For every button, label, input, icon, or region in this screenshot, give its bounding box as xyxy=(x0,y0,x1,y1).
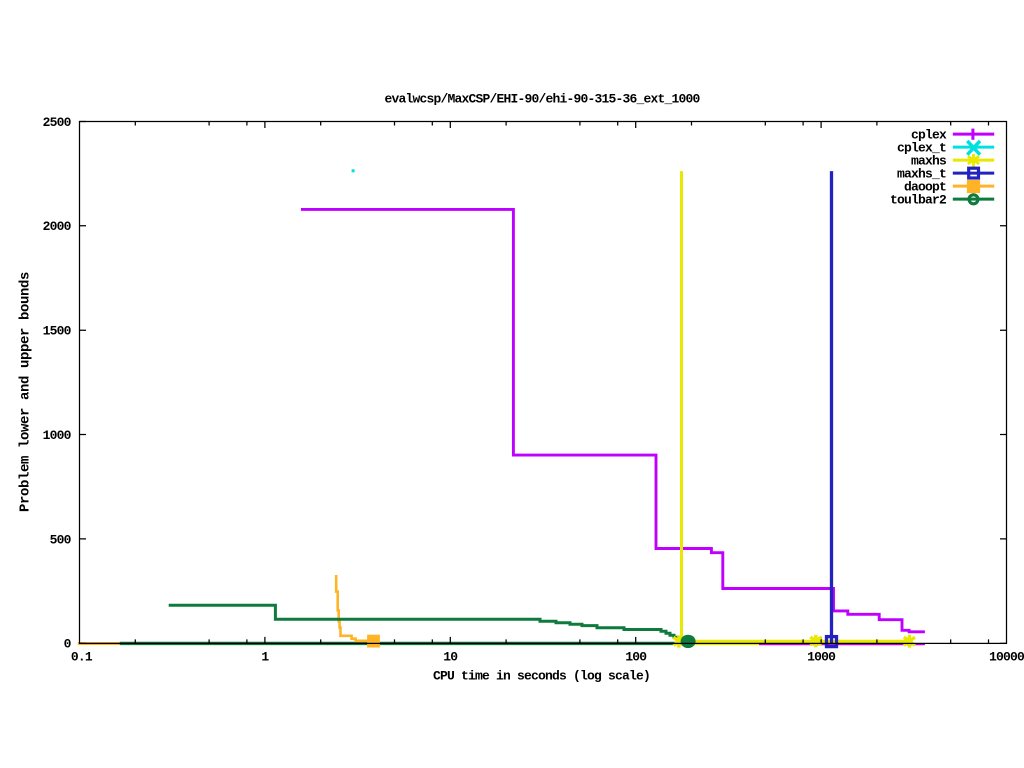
svg-text:1: 1 xyxy=(261,650,269,665)
svg-text:10: 10 xyxy=(443,650,458,665)
svg-text:1500: 1500 xyxy=(43,324,72,339)
svg-text:CPU time in seconds (log scale: CPU time in seconds (log scale) xyxy=(433,669,650,684)
svg-text:maxhs: maxhs xyxy=(911,154,947,169)
svg-text:2500: 2500 xyxy=(43,115,72,130)
svg-text:cplex: cplex xyxy=(911,128,947,143)
svg-text:toulbar2: toulbar2 xyxy=(890,193,947,208)
svg-text:2000: 2000 xyxy=(43,219,72,234)
svg-text:cplex_t: cplex_t xyxy=(897,141,946,156)
svg-text:10000: 10000 xyxy=(989,650,1024,665)
svg-text:evalwcsp/MaxCSP/EHI-90/ehi-90-: evalwcsp/MaxCSP/EHI-90/ehi-90-315-36_ext… xyxy=(384,91,700,106)
svg-text:500: 500 xyxy=(50,532,72,547)
svg-text:maxhs_t: maxhs_t xyxy=(897,167,946,182)
svg-text:100: 100 xyxy=(625,650,647,665)
svg-text:1000: 1000 xyxy=(807,650,836,665)
svg-text:Problem lower and upper bounds: Problem lower and upper bounds xyxy=(18,272,34,512)
svg-text:0.1: 0.1 xyxy=(71,650,93,665)
svg-text:daoopt: daoopt xyxy=(904,180,946,195)
svg-text:0: 0 xyxy=(64,637,72,652)
svg-text:1000: 1000 xyxy=(43,428,72,443)
